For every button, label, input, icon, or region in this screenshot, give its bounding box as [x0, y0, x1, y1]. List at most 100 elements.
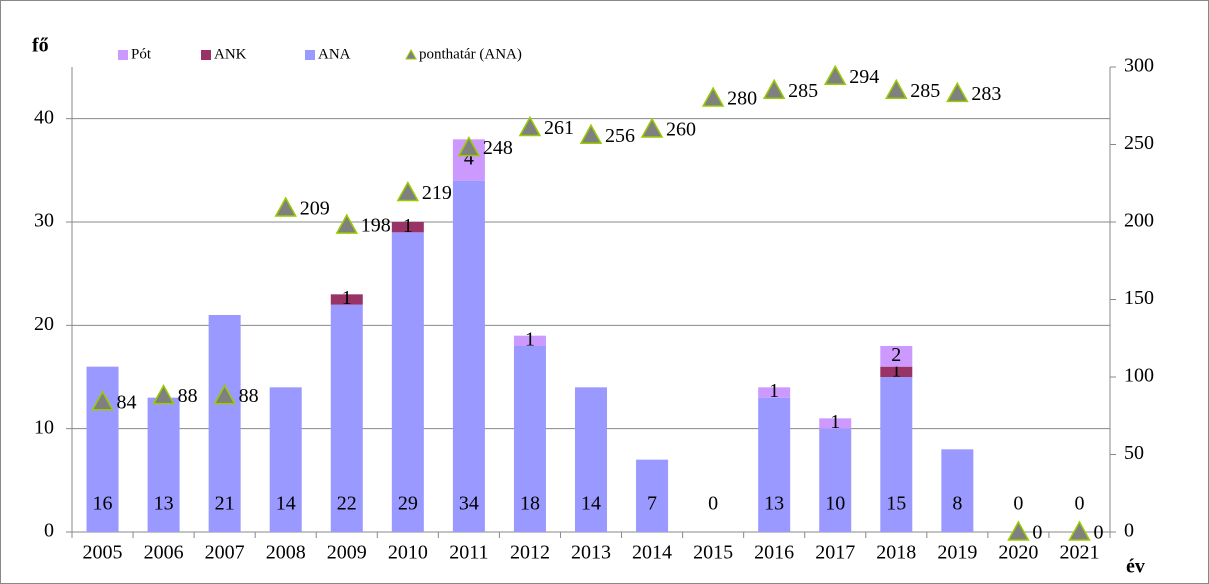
- data-label: 198: [361, 215, 391, 237]
- data-label: 14: [581, 493, 601, 515]
- data-label: 29: [398, 493, 418, 515]
- bar-segment: [330, 304, 363, 532]
- marker: [457, 136, 481, 157]
- data-label: 21: [215, 493, 235, 515]
- y-tick-label: 10: [34, 416, 54, 438]
- bar-segment: [880, 346, 913, 367]
- data-label: 219: [422, 182, 452, 204]
- data-label: 1: [342, 287, 352, 309]
- data-label: 88: [178, 385, 198, 407]
- data-label: 4: [464, 148, 474, 170]
- x-tick-label: 2021: [1059, 542, 1099, 564]
- bar-segment: [880, 366, 913, 377]
- data-label: 13: [154, 493, 174, 515]
- marker: [396, 181, 420, 202]
- y2-tick-label: 50: [1124, 442, 1144, 464]
- data-label: 1: [525, 328, 535, 350]
- legend-label: ANA: [318, 46, 351, 62]
- bar-segment: [452, 180, 485, 532]
- data-label: 209: [300, 198, 330, 220]
- bar-segment: [758, 387, 791, 398]
- x-tick-label: 2016: [754, 542, 794, 564]
- x-tick-label: 2007: [205, 542, 245, 564]
- data-label: 1: [830, 411, 840, 433]
- marker: [823, 64, 847, 86]
- data-label: 0: [1074, 493, 1084, 515]
- marker: [885, 78, 908, 99]
- data-label: 0: [1093, 522, 1103, 544]
- bar-segment: [513, 346, 546, 532]
- x-tick-label: 2019: [937, 542, 977, 564]
- marker: [579, 123, 603, 144]
- data-label: 7: [647, 493, 657, 515]
- data-label: 10: [825, 493, 845, 515]
- bar-segment: [880, 377, 913, 532]
- legend-label: Pót: [131, 46, 152, 62]
- y2-tick-label: 300: [1124, 55, 1154, 77]
- y2-tick-label: 100: [1124, 365, 1154, 387]
- x-tick-label: 2006: [144, 542, 184, 564]
- bar-segment: [147, 397, 180, 532]
- y2-tick-label: 250: [1124, 132, 1154, 154]
- x-tick-label: 2020: [998, 542, 1038, 564]
- bar-segment: [330, 294, 363, 305]
- data-label: 285: [910, 80, 940, 102]
- x-axis-title: év: [1126, 556, 1145, 578]
- x-tick-label: 2014: [632, 542, 672, 564]
- x-tick-label: 2018: [876, 542, 916, 564]
- x-tick-label: 2012: [510, 542, 550, 564]
- data-label: 1: [769, 380, 779, 402]
- data-label: 2: [891, 344, 901, 366]
- x-tick-label: 2017: [815, 542, 855, 564]
- bar-segment: [391, 232, 424, 533]
- data-label: 18: [520, 493, 540, 515]
- legend-label: ponthatár (ANA): [419, 46, 522, 62]
- data-label: 1: [891, 359, 901, 381]
- y-tick-label: 20: [34, 313, 54, 335]
- bar-segment: [269, 387, 302, 532]
- data-label: 14: [276, 493, 296, 515]
- data-label: 0: [1032, 522, 1042, 544]
- data-label: 280: [727, 88, 757, 110]
- x-tick-label: 2009: [327, 542, 367, 564]
- data-label: 34: [459, 493, 479, 515]
- marker: [91, 390, 114, 411]
- legend-swatch: [305, 50, 315, 60]
- data-label: 22: [337, 493, 357, 515]
- y-tick-label: 40: [34, 106, 54, 128]
- data-label: 260: [666, 119, 696, 141]
- marker: [701, 86, 725, 107]
- data-label: 294: [849, 66, 879, 88]
- marker: [518, 115, 542, 137]
- data-label: 283: [971, 83, 1001, 105]
- bar-segment: [513, 335, 546, 346]
- data-label: 0: [708, 493, 718, 515]
- y2-tick-label: 200: [1124, 210, 1154, 232]
- bar-segment: [636, 459, 669, 532]
- data-label: 248: [483, 137, 513, 159]
- bar-segment: [819, 428, 852, 532]
- x-tick-label: 2011: [449, 542, 488, 564]
- data-label: 256: [605, 125, 635, 147]
- bar-segment: [208, 315, 241, 532]
- y-axis-title: fő: [32, 35, 49, 57]
- data-label: 88: [239, 385, 259, 407]
- data-label: 13: [764, 493, 784, 515]
- data-label: 16: [93, 493, 113, 515]
- data-label: 15: [886, 493, 906, 515]
- bar-segment: [391, 222, 424, 233]
- marker: [640, 117, 664, 138]
- x-tick-label: 2015: [693, 542, 733, 564]
- data-label: 84: [117, 391, 137, 413]
- y2-tick-label: 0: [1124, 520, 1134, 542]
- legend-swatch: [118, 50, 128, 60]
- bar-segment: [758, 397, 791, 532]
- legend-marker: [405, 48, 417, 60]
- x-tick-label: 2008: [266, 542, 306, 564]
- data-label: 285: [788, 80, 818, 102]
- y-tick-label: 30: [34, 210, 54, 232]
- marker: [946, 81, 969, 103]
- x-tick-label: 2010: [388, 542, 428, 564]
